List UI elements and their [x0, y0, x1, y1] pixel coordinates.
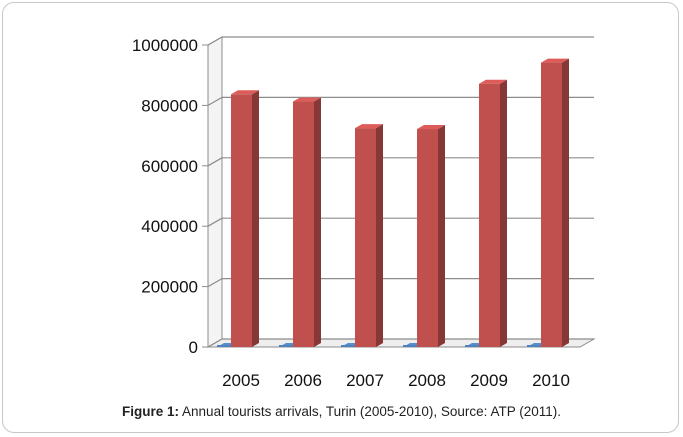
y-tick-label: 0: [189, 338, 198, 357]
gridline-depth: [207, 278, 223, 288]
bar-red-top-2008: [417, 125, 445, 130]
x-axis-tick-labels: 2005 2006 2007 2008 2009 2010: [222, 371, 570, 390]
bar-red-side-2009: [500, 79, 507, 347]
x-tick-label: 2006: [284, 371, 322, 390]
bar-red-side-2007: [376, 124, 383, 348]
bar-red-side-2008: [438, 125, 445, 347]
bars: [217, 58, 569, 348]
gridline-depth: [207, 96, 223, 106]
bar-blue-front-2010: [527, 345, 548, 347]
bar-red-2009: [479, 83, 500, 347]
gridline-depth: [207, 157, 223, 167]
y-axis-tick-labels: 0 200000 400000 600000 800000 1000000: [132, 36, 198, 357]
y-tick-label: 400000: [141, 217, 198, 236]
x-tick-label: 2008: [408, 371, 446, 390]
bar-red-top-2009: [479, 79, 507, 84]
bar-red-2005: [231, 94, 252, 347]
gridlines: [202, 36, 594, 348]
bar-red-side-2010: [562, 58, 569, 348]
bar-red-2010: [541, 62, 562, 348]
gridline-depth: [207, 36, 223, 46]
bar-red-2008: [417, 129, 438, 347]
x-tick-label: 2009: [470, 371, 508, 390]
bar-blue-front-2007: [341, 345, 362, 347]
bar-red-top-2006: [293, 97, 321, 102]
bar-red-side-2005: [252, 90, 259, 348]
x-tick-label: 2007: [346, 371, 384, 390]
bar-red-2006: [293, 101, 314, 347]
bar-blue-front-2006: [279, 345, 300, 347]
bar-red-2007: [355, 128, 376, 347]
bar-red-top-2005: [231, 90, 259, 95]
chart-walls: [206, 36, 596, 348]
bar-red-top-2010: [541, 58, 569, 63]
y-tick-label: 1000000: [132, 36, 198, 55]
bar-red-top-2007: [355, 124, 383, 129]
gridline-depth: [207, 338, 223, 348]
side-wall: [207, 36, 223, 348]
bar-blue-front-2009: [465, 345, 486, 347]
gridline-depth: [207, 217, 223, 227]
y-tick-label: 200000: [141, 278, 198, 297]
bar-blue-front-2008: [403, 345, 424, 347]
bar-red-side-2006: [314, 97, 321, 347]
bar-blue-front-2005: [217, 345, 238, 347]
figure-caption: Figure 1: Annual tourists arrivals, Turi…: [0, 404, 683, 419]
y-tick-label: 800000: [141, 96, 198, 115]
x-tick-label: 2010: [532, 371, 570, 390]
figure-caption-text: Annual tourists arrivals, Turin (2005-20…: [179, 404, 561, 419]
y-tick-label: 600000: [141, 157, 198, 176]
figure-label: Figure 1:: [122, 404, 180, 419]
x-tick-label: 2005: [222, 371, 260, 390]
